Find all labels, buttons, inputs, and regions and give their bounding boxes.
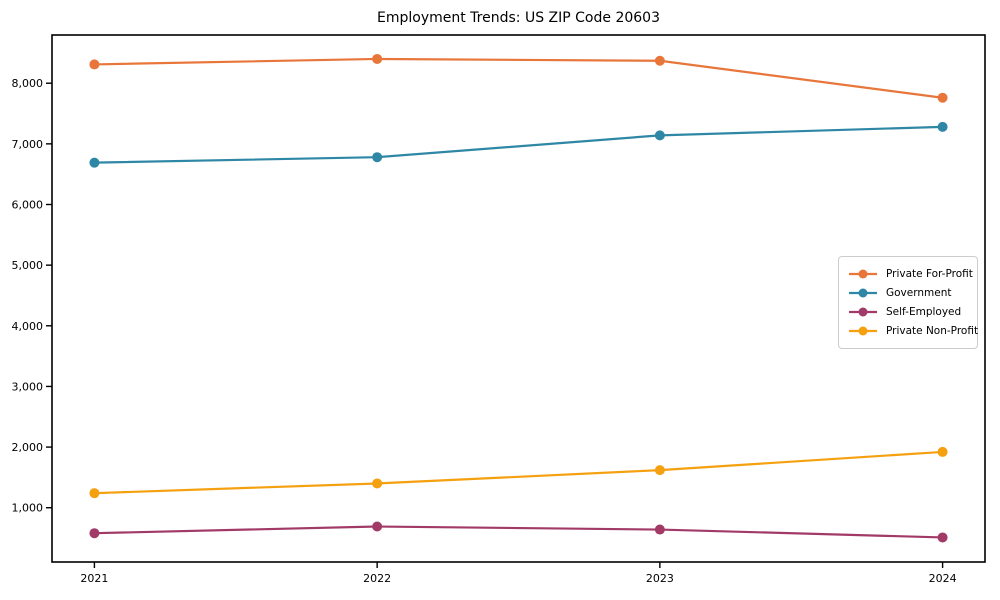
data-point-self-employed <box>372 521 383 532</box>
y-tick-label: 5,000 <box>12 259 44 272</box>
y-tick-label: 6,000 <box>12 199 44 212</box>
chart-title: Employment Trends: US ZIP Code 20603 <box>377 10 660 26</box>
legend-label: Self-Employed <box>886 306 962 318</box>
series-line-self-employed <box>94 525 943 539</box>
data-point-self-employed <box>937 532 948 543</box>
y-tick-label: 1,000 <box>12 502 44 515</box>
data-point-private-for-profit <box>372 53 383 64</box>
legend-marker-icon <box>849 288 877 298</box>
legend-marker-icon <box>849 307 877 317</box>
data-point-government <box>89 157 100 168</box>
x-tick-label: 2023 <box>646 572 674 585</box>
data-point-private-non-profit <box>372 478 383 489</box>
data-point-private-non-profit <box>89 488 100 499</box>
data-point-private-non-profit <box>654 465 665 476</box>
legend-marker-icon <box>849 269 877 279</box>
series-line-government <box>94 125 943 164</box>
data-point-private-for-profit <box>937 92 948 103</box>
data-point-private-for-profit <box>89 59 100 70</box>
data-point-self-employed <box>89 528 100 539</box>
y-tick-label: 7,000 <box>12 138 44 151</box>
plot-border <box>51 34 986 563</box>
series-line-private-non-profit <box>94 450 943 495</box>
series-line-private-for-profit <box>94 57 943 99</box>
legend-marker-icon <box>849 326 877 336</box>
data-point-private-for-profit <box>654 55 665 66</box>
y-tick-label: 4,000 <box>12 320 44 333</box>
y-tick-label: 3,000 <box>12 380 44 393</box>
data-point-government <box>937 121 948 132</box>
legend-label: Private For-Profit <box>886 268 973 280</box>
y-tick-label: 2,000 <box>12 441 44 454</box>
legend-label: Government <box>886 287 952 299</box>
x-tick-label: 2024 <box>929 572 957 585</box>
legend-item-private-for-profit: Private For-Profit <box>848 265 973 283</box>
data-point-government <box>654 130 665 141</box>
data-point-private-non-profit <box>937 446 948 457</box>
y-tick-label: 8,000 <box>12 77 44 90</box>
legend: Private For-Profit Government Self-Employe… <box>838 256 978 349</box>
data-point-government <box>372 152 383 163</box>
x-tick-label: 2021 <box>80 572 108 585</box>
data-point-self-employed <box>654 524 665 535</box>
legend-label: Private Non-Profit <box>886 325 979 337</box>
legend-item-government: Government <box>848 284 968 302</box>
legend-item-private-non-profit: Private Non-Profit <box>848 322 978 340</box>
legend-item-self-employed: Self-Employed <box>848 303 968 321</box>
x-tick-label: 2022 <box>363 572 391 585</box>
